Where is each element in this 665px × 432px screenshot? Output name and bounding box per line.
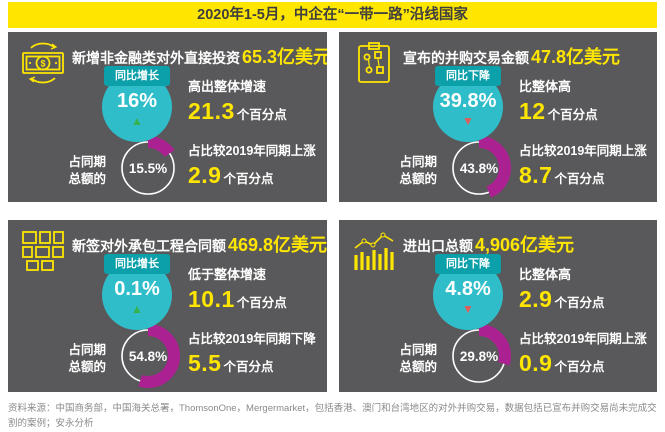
share-note-value: 5.5 bbox=[188, 350, 222, 376]
share-note-block: 占比较2019年同期下降 5.5 个百分点 bbox=[188, 328, 316, 377]
vs-overall-text: 比整体高 bbox=[519, 79, 572, 94]
source-note: 资料来源：中国商务部，中国海关总署，ThomsonOne，Mergermarke… bbox=[8, 403, 657, 429]
header-title-bar: 2020年1-5月，中企在“一带一路”沿线国家 bbox=[8, 2, 657, 28]
panel-headline-value: 65.3亿美元 bbox=[242, 47, 327, 67]
vs-overall-text: 低于整体增速 bbox=[188, 267, 267, 282]
panel-title-text: 宣布的并购交易金额 bbox=[403, 50, 529, 66]
panel-import-export: 进出口总额 4,906亿美元 同比下降 4.8% ▼ 比整体高 2.9 个百分点 占… bbox=[339, 220, 657, 392]
share-note-suffix: 个百分点 bbox=[554, 172, 605, 186]
share-value: 15.5% bbox=[128, 160, 168, 176]
share-value: 43.8% bbox=[459, 160, 499, 176]
yoy-value: 4.8% bbox=[445, 278, 491, 300]
share-note-block: 占比较2019年同期上涨 8.7 个百分点 bbox=[519, 140, 647, 189]
share-note-block: 占比较2019年同期上涨 2.9 个百分点 bbox=[188, 140, 316, 189]
share-note-block: 占比较2019年同期上涨 0.9 个百分点 bbox=[519, 328, 647, 377]
vs-overall-value: 12 bbox=[519, 98, 546, 124]
vs-overall-block: 比整体高 12 个百分点 bbox=[519, 76, 598, 125]
yoy-value: 16% bbox=[116, 90, 158, 112]
panel-title-text: 新增非金融类对外直接投资 bbox=[72, 50, 240, 66]
building-blocks-icon bbox=[18, 228, 68, 274]
share-label-line2: 总额的 bbox=[399, 171, 437, 186]
clipboard-flowchart-icon bbox=[349, 40, 399, 86]
share-label-line2: 总额的 bbox=[68, 359, 106, 374]
share-note-suffix: 个百分点 bbox=[223, 172, 274, 186]
share-donut-chart: 29.8% bbox=[443, 320, 515, 392]
panel-outbound-direct-investment: $ 新增非金融类对外直接投资 65.3亿美元 同比增长 16% ▲ 高出整体增速 … bbox=[8, 32, 327, 202]
panel-headline-value: 47.8亿美元 bbox=[531, 47, 621, 67]
panel-ma-deals: 宣布的并购交易金额 47.8亿美元 同比下降 39.8% ▼ 比整体高 12 个百分… bbox=[339, 32, 657, 202]
vs-overall-text: 比整体高 bbox=[519, 267, 572, 282]
share-note-text: 占比较2019年同期下降 bbox=[188, 332, 316, 346]
share-note-suffix: 个百分点 bbox=[223, 360, 274, 374]
share-label-line1: 占同期 bbox=[68, 343, 106, 357]
share-note-value: 2.9 bbox=[188, 162, 222, 188]
panel-title: 宣布的并购交易金额 47.8亿美元 bbox=[403, 44, 620, 71]
panel-title-text: 新签对外承包工程合同额 bbox=[72, 238, 226, 254]
share-donut-chart: 54.8% bbox=[112, 320, 184, 392]
share-label-line1: 占同期 bbox=[68, 155, 106, 169]
bar-chart-trend-icon bbox=[349, 228, 399, 274]
panel-title: 新增非金融类对外直接投资 65.3亿美元 bbox=[72, 44, 327, 71]
vs-overall-value: 10.1 bbox=[188, 286, 235, 312]
share-note-value: 8.7 bbox=[519, 162, 553, 188]
share-donut-chart: 15.5% bbox=[112, 132, 184, 202]
share-label: 占同期 总额的 bbox=[349, 154, 437, 188]
panel-title: 新签对外承包工程合同额 469.8亿美元 bbox=[72, 232, 327, 259]
share-label-line2: 总额的 bbox=[399, 359, 437, 374]
yoy-label-tab: 同比下降 bbox=[435, 66, 501, 86]
vs-overall-suffix: 个百分点 bbox=[236, 108, 287, 122]
trend-up-icon: ▲ bbox=[131, 114, 143, 128]
panel-headline-value: 469.8亿美元 bbox=[228, 235, 327, 255]
vs-overall-suffix: 个百分点 bbox=[236, 296, 287, 310]
vs-overall-block: 比整体高 2.9 个百分点 bbox=[519, 264, 605, 313]
vs-overall-value: 2.9 bbox=[519, 286, 553, 312]
share-label: 占同期 总额的 bbox=[18, 154, 106, 188]
share-value: 54.8% bbox=[128, 348, 168, 364]
yoy-value: 0.1% bbox=[114, 278, 160, 300]
share-label: 占同期 总额的 bbox=[18, 342, 106, 376]
banknote-icon: $ bbox=[18, 40, 68, 86]
panel-headline-value: 4,906亿美元 bbox=[475, 235, 575, 255]
yoy-label-tab: 同比增长 bbox=[104, 66, 170, 86]
share-note-suffix: 个百分点 bbox=[554, 360, 605, 374]
share-donut-chart: 43.8% bbox=[443, 132, 515, 202]
share-label-line1: 占同期 bbox=[399, 155, 437, 169]
panel-title-text: 进出口总额 bbox=[403, 238, 473, 254]
vs-overall-text: 高出整体增速 bbox=[188, 79, 267, 94]
yoy-label-tab: 同比下降 bbox=[435, 254, 501, 274]
share-note-text: 占比较2019年同期上涨 bbox=[519, 144, 647, 158]
trend-up-icon: ▲ bbox=[131, 302, 143, 316]
share-note-text: 占比较2019年同期上涨 bbox=[519, 332, 647, 346]
vs-overall-value: 21.3 bbox=[188, 98, 235, 124]
vs-overall-suffix: 个百分点 bbox=[554, 296, 605, 310]
panel-title: 进出口总额 4,906亿美元 bbox=[403, 232, 574, 259]
share-value: 29.8% bbox=[459, 348, 499, 364]
trend-down-icon: ▼ bbox=[462, 302, 474, 316]
vs-overall-block: 高出整体增速 21.3 个百分点 bbox=[188, 76, 287, 125]
panel-contracted-projects: 新签对外承包工程合同额 469.8亿美元 同比增长 0.1% ▲ 低于整体增速 1… bbox=[8, 220, 327, 392]
share-label-line2: 总额的 bbox=[68, 171, 106, 186]
svg-text:$: $ bbox=[40, 59, 45, 69]
share-label: 占同期 总额的 bbox=[349, 342, 437, 376]
vs-overall-block: 低于整体增速 10.1 个百分点 bbox=[188, 264, 287, 313]
vs-overall-suffix: 个百分点 bbox=[547, 108, 598, 122]
yoy-value: 39.8% bbox=[439, 90, 497, 112]
share-note-text: 占比较2019年同期上涨 bbox=[188, 144, 316, 158]
share-label-line1: 占同期 bbox=[399, 343, 437, 357]
yoy-label-tab: 同比增长 bbox=[104, 254, 170, 274]
share-note-value: 0.9 bbox=[519, 350, 553, 376]
trend-down-icon: ▼ bbox=[462, 114, 474, 128]
